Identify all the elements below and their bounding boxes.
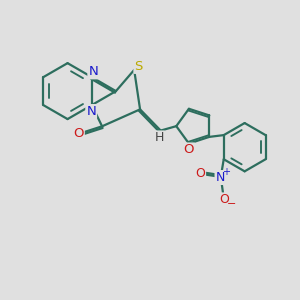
Text: S: S (134, 60, 143, 73)
Text: N: N (215, 171, 225, 184)
Text: −: − (227, 199, 236, 209)
Text: O: O (184, 143, 194, 157)
Text: O: O (195, 167, 205, 180)
Text: H: H (154, 131, 164, 144)
Text: N: N (88, 65, 98, 78)
Text: O: O (220, 194, 230, 206)
Text: N: N (86, 105, 96, 118)
Text: +: + (222, 167, 230, 177)
Text: O: O (73, 127, 84, 140)
